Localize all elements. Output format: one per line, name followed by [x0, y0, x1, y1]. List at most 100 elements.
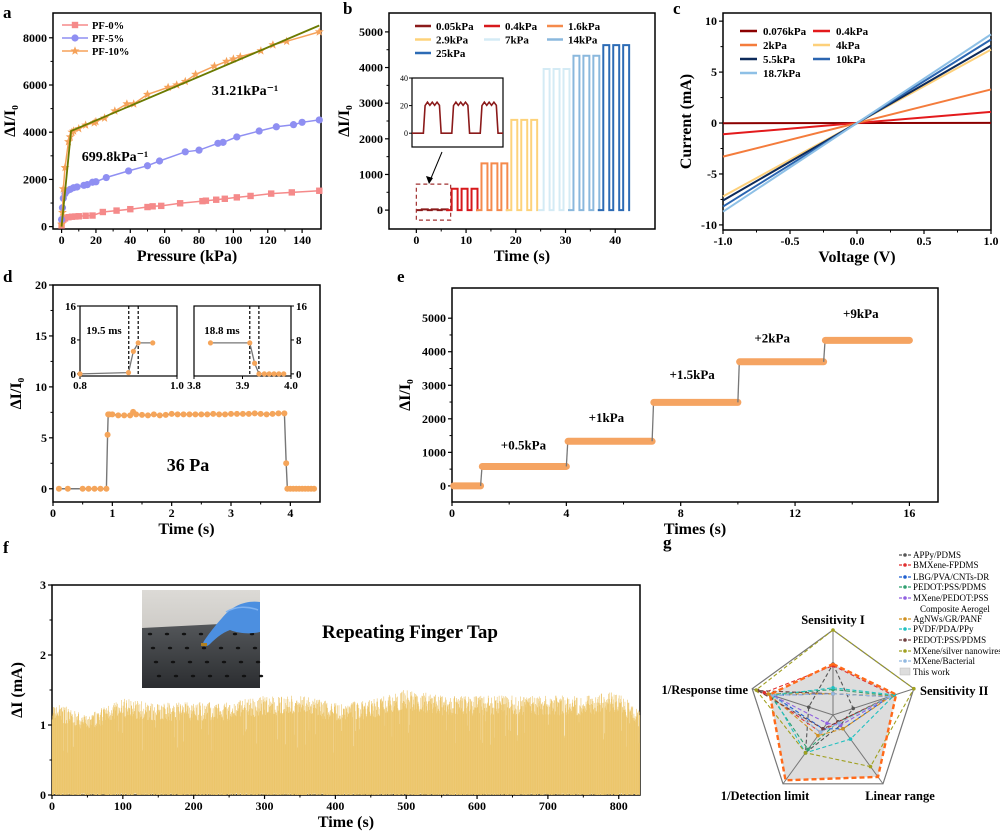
data-point: [221, 195, 228, 202]
data-point: [103, 485, 110, 492]
y-tick-label: 3000: [359, 96, 383, 110]
data-point: [73, 183, 81, 191]
data-point: [228, 54, 238, 63]
pulse-series: [505, 118, 539, 212]
y-tick-label: 16: [65, 301, 77, 313]
legend-marker: [903, 627, 907, 631]
y-tick-label: 0: [377, 203, 383, 217]
legend-label: Composite Aerogel: [920, 604, 990, 614]
radar-spoke: [832, 688, 914, 716]
data-point: [149, 203, 156, 210]
data-point: [803, 751, 808, 755]
y-tick-label: 2000: [359, 132, 383, 146]
panel-a: 0 20 40 60 80 100 120 140 0 2000 4000 6000 8000 Press…: [2, 12, 324, 265]
data-point: [204, 411, 211, 418]
x-axis-label: Time (s): [318, 814, 374, 831]
radar-axis-label: 1/Detection limit: [721, 789, 810, 803]
radar-series: [771, 687, 896, 754]
legend-label: 4kPa: [836, 40, 860, 52]
data-point: [256, 371, 262, 377]
data-point: [122, 99, 132, 108]
table-hole: [170, 660, 176, 664]
table-hole: [150, 646, 156, 650]
panel-label: f: [3, 538, 9, 557]
glove-highlight: [225, 606, 259, 613]
data-point: [139, 411, 145, 418]
x-tick-label: 1.0: [170, 380, 184, 392]
table-hole: [221, 660, 227, 664]
x-tick-label: 3.9: [236, 380, 250, 392]
data-point: [848, 737, 853, 741]
data-point: [912, 686, 916, 691]
table-hole: [207, 674, 213, 678]
table-hole: [252, 646, 258, 650]
data-point: [315, 116, 323, 124]
y-tick-label: 0: [711, 116, 717, 130]
legend-label: 10kPa: [836, 54, 866, 66]
data-point: [70, 46, 80, 55]
inset-2: 3.8 3.9 4.00 8 16 18.8 ms: [187, 301, 307, 392]
pulse-series: [538, 67, 571, 212]
data-point: [298, 118, 306, 126]
y-tick-label: 40: [400, 74, 408, 83]
table-hole: [156, 674, 162, 678]
slope-annotation: 699.8kPa⁻¹: [82, 150, 148, 165]
data-point: [181, 148, 189, 156]
x-tick-label: 3.8: [187, 380, 201, 392]
data-point: [156, 412, 163, 419]
data-point: [180, 76, 190, 86]
data-point: [267, 190, 275, 197]
table-hole: [238, 660, 244, 664]
step-transition: [737, 361, 740, 403]
data-point: [245, 410, 252, 417]
data-point: [210, 61, 219, 70]
legend-label: PEDOT:PSS/PDMS: [913, 635, 986, 645]
legend-label: 0.076kPa: [763, 26, 807, 38]
legend-marker: [903, 553, 907, 557]
x-tick-label: 0: [50, 506, 56, 520]
data-point: [143, 89, 152, 99]
y-tick-label: 4000: [422, 345, 446, 359]
table-hole: [164, 632, 170, 636]
data-point: [168, 410, 175, 417]
panel-label: g: [663, 533, 672, 552]
x-tick-label: 800: [610, 799, 628, 813]
radar-axis-label: Sensitivity II: [920, 684, 989, 698]
data-point: [233, 410, 240, 417]
data-point: [162, 411, 169, 418]
slope-annotation: 31.21kPa⁻¹: [212, 84, 278, 99]
panel-label: c: [673, 0, 681, 18]
x-tick-label: 4.0: [284, 380, 298, 392]
data-point: [289, 121, 298, 129]
radar-axis-label: Linear range: [865, 789, 935, 803]
y-axis-label: Current (mA): [678, 74, 695, 169]
x-tick-label: 30: [560, 233, 572, 247]
y-tick-label: 16: [296, 301, 308, 313]
y-axis-label: ΔI/I₀: [397, 379, 414, 411]
x-tick-label: 700: [539, 799, 557, 813]
data-point: [82, 212, 89, 219]
data-point: [115, 412, 122, 419]
table-hole: [153, 660, 159, 664]
data-point: [109, 411, 116, 418]
radar-axis-label: 1/Response time: [662, 683, 749, 697]
data-point: [133, 411, 140, 418]
step-annotation: +2kPa: [754, 330, 790, 345]
data-point: [71, 21, 79, 29]
x-tick-label: 8: [678, 506, 684, 520]
y-tick-label: 0: [41, 220, 47, 234]
panel-c: -1.0 -0.5 0.0 0.5 1.0 -10 -5 0 5 10 Voltage (V) Cur…: [678, 12, 999, 266]
panel-g: Sensitivity I Sensitivity II Linear range 1…: [662, 550, 1000, 803]
y-tick-label: 2000: [422, 412, 446, 426]
data-point: [79, 485, 86, 492]
legend-label: 7kPa: [505, 35, 529, 47]
data-point: [61, 215, 69, 222]
data-point: [92, 178, 100, 186]
response-line: [58, 410, 315, 490]
data-point: [172, 80, 182, 89]
data-point: [158, 202, 165, 210]
data-point: [269, 410, 276, 417]
x-tick-label: 200: [185, 799, 203, 813]
y-tick-label: -5: [707, 167, 717, 181]
